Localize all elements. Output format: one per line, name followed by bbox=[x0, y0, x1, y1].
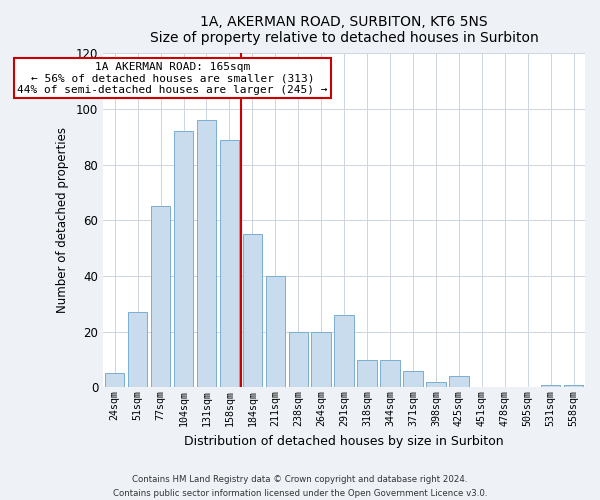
Bar bbox=[380, 360, 400, 388]
Bar bbox=[242, 234, 262, 388]
Title: 1A, AKERMAN ROAD, SURBITON, KT6 5NS
Size of property relative to detached houses: 1A, AKERMAN ROAD, SURBITON, KT6 5NS Size… bbox=[150, 15, 539, 45]
Bar bbox=[358, 360, 377, 388]
Bar bbox=[541, 384, 560, 388]
Bar bbox=[174, 132, 193, 388]
Bar bbox=[426, 382, 446, 388]
Bar bbox=[403, 370, 423, 388]
Bar bbox=[220, 140, 239, 388]
Bar bbox=[311, 332, 331, 388]
Bar bbox=[197, 120, 216, 388]
Text: 1A AKERMAN ROAD: 165sqm
← 56% of detached houses are smaller (313)
44% of semi-d: 1A AKERMAN ROAD: 165sqm ← 56% of detache… bbox=[17, 62, 328, 95]
Text: Contains HM Land Registry data © Crown copyright and database right 2024.
Contai: Contains HM Land Registry data © Crown c… bbox=[113, 476, 487, 498]
Bar bbox=[151, 206, 170, 388]
Bar bbox=[334, 315, 354, 388]
Bar bbox=[128, 312, 148, 388]
Bar bbox=[289, 332, 308, 388]
Bar bbox=[105, 374, 124, 388]
Bar bbox=[266, 276, 285, 388]
Bar bbox=[564, 384, 583, 388]
Bar bbox=[449, 376, 469, 388]
Y-axis label: Number of detached properties: Number of detached properties bbox=[56, 128, 69, 314]
X-axis label: Distribution of detached houses by size in Surbiton: Distribution of detached houses by size … bbox=[184, 434, 504, 448]
